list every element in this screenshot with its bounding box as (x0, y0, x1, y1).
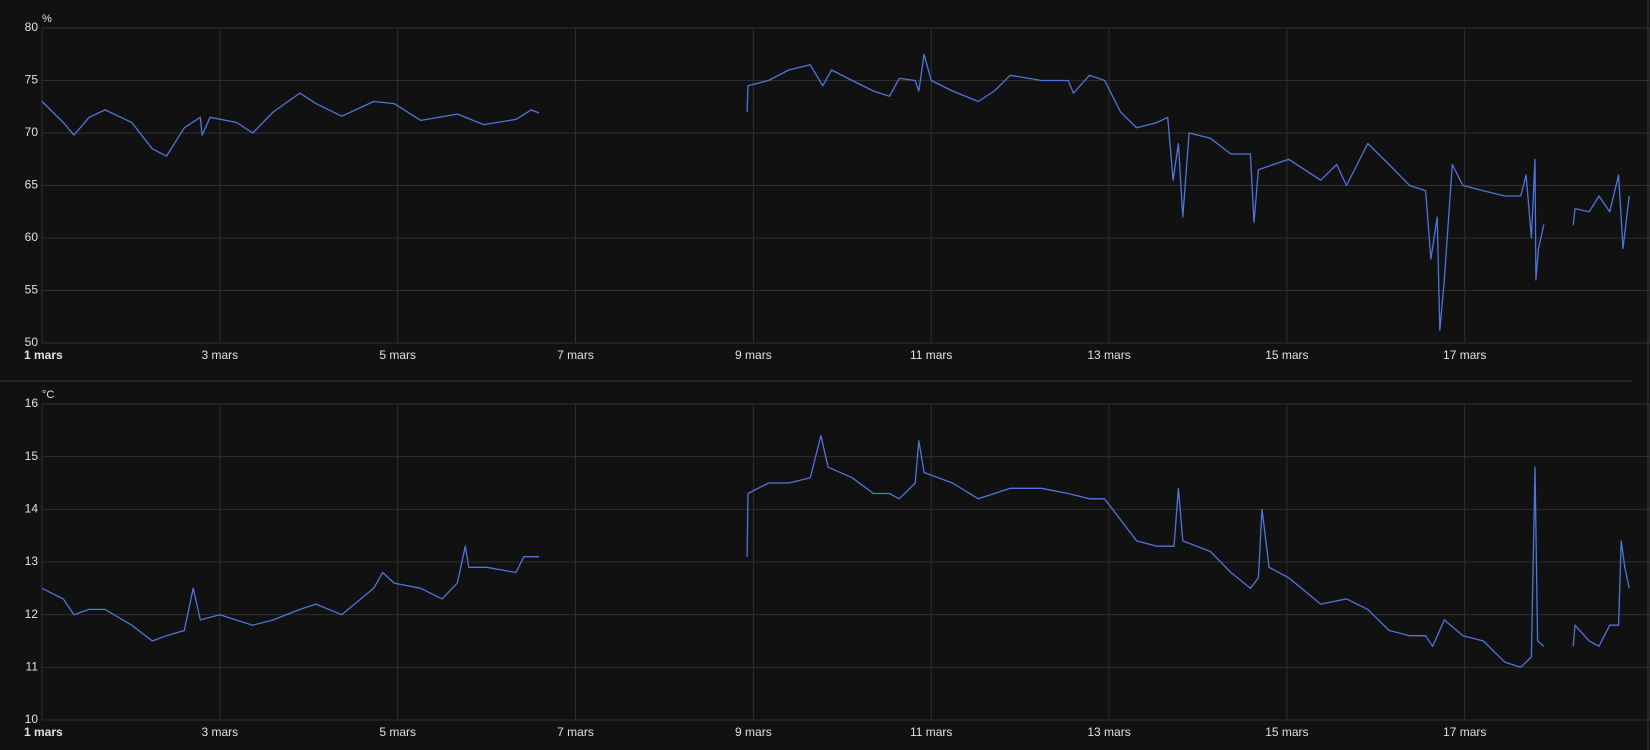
y-tick-label: 80 (25, 20, 39, 34)
x-tick-label: 9 mars (735, 725, 772, 739)
y-tick-label: 14 (25, 502, 39, 516)
y-tick-label: 70 (25, 125, 39, 139)
y-tick-label: 15 (25, 449, 39, 463)
x-tick-label: 15 mars (1265, 725, 1308, 739)
x-tick-label: 1 mars (24, 348, 63, 362)
y-axis-unit: °C (42, 389, 54, 401)
data-line (41, 434, 1630, 668)
x-tick-label: 5 mars (379, 725, 416, 739)
y-tick-label: 12 (25, 607, 39, 621)
x-tick-label: 3 mars (201, 348, 238, 362)
x-tick-label: 17 mars (1443, 348, 1486, 362)
y-tick-label: 65 (25, 178, 39, 192)
x-tick-label: 7 mars (557, 725, 594, 739)
x-tick-label: 1 mars (24, 725, 63, 739)
y-tick-label: 60 (25, 230, 39, 244)
x-tick-label: 3 mars (201, 725, 238, 739)
x-tick-label: 9 mars (735, 348, 772, 362)
y-tick-label: 11 (26, 660, 39, 674)
x-tick-label: 5 mars (379, 348, 416, 362)
data-line (41, 53, 1630, 332)
x-tick-label: 7 mars (557, 348, 594, 362)
y-tick-label: 75 (25, 73, 39, 87)
x-tick-label: 15 mars (1265, 348, 1308, 362)
x-tick-label: 11 mars (910, 348, 952, 362)
y-tick-label: 55 (25, 283, 39, 297)
x-tick-label: 13 mars (1087, 348, 1130, 362)
x-tick-label: 17 mars (1443, 725, 1486, 739)
x-tick-label: 11 mars (910, 725, 952, 739)
y-tick-label: 50 (25, 335, 39, 349)
y-tick-label: 16 (25, 396, 39, 410)
y-axis-unit: % (42, 13, 52, 25)
y-tick-label: 10 (25, 712, 39, 726)
y-tick-label: 13 (25, 554, 39, 568)
x-tick-label: 13 mars (1087, 725, 1130, 739)
